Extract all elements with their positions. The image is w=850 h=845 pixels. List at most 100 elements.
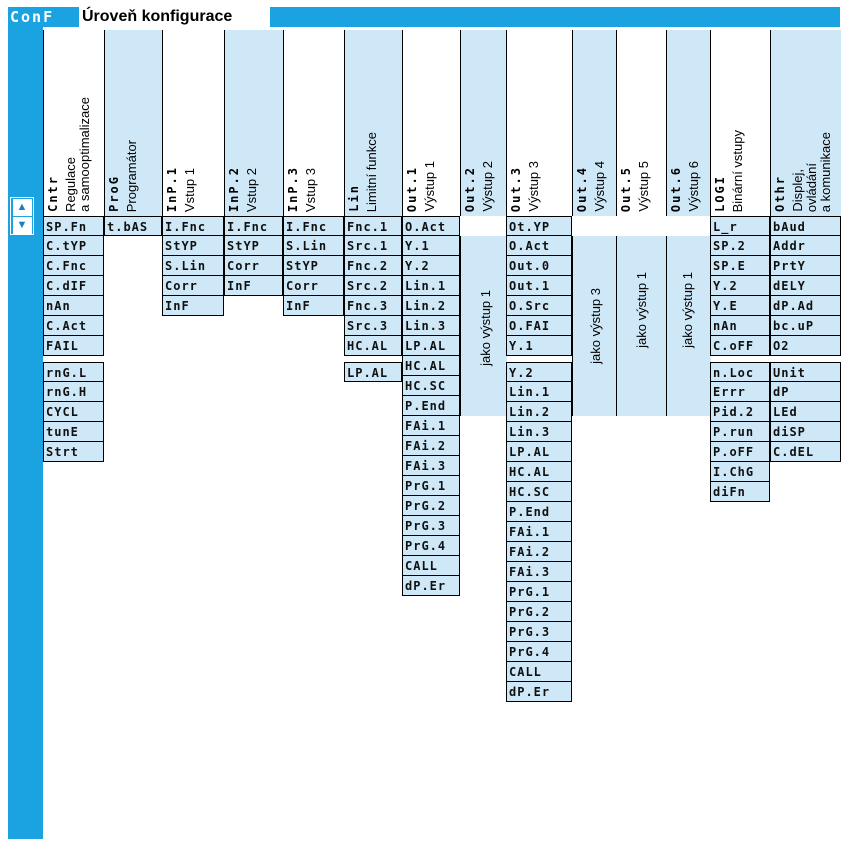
parameter-cell[interactable]: Unit [770, 362, 841, 382]
parameter-cell[interactable]: LEd [770, 402, 841, 422]
parameter-cell[interactable]: HC.SC [506, 482, 572, 502]
parameter-cell[interactable]: Y.2 [402, 256, 460, 276]
parameter-cell[interactable]: FAi.1 [402, 416, 460, 436]
parameter-cell[interactable]: CYCL [43, 402, 104, 422]
parameter-cell[interactable]: Pid.2 [710, 402, 770, 422]
parameter-cell[interactable]: I.Fnc [162, 216, 224, 236]
parameter-cell[interactable]: Out.1 [506, 276, 572, 296]
parameter-cell[interactable]: PrG.1 [402, 476, 460, 496]
parameter-cell[interactable]: nAn [43, 296, 104, 316]
parameter-cell[interactable]: HC.AL [506, 462, 572, 482]
parameter-cell[interactable]: LP.AL [402, 336, 460, 356]
parameter-cell[interactable]: t.bAS [104, 216, 162, 236]
scroll-buttons[interactable]: ▲ ▼ [10, 197, 34, 235]
parameter-cell[interactable]: SP.Fn [43, 216, 104, 236]
parameter-cell[interactable]: InF [283, 296, 344, 316]
parameter-cell[interactable]: Ot.YP [506, 216, 572, 236]
parameter-cell[interactable]: PrG.4 [506, 642, 572, 662]
parameter-cell[interactable]: Y.2 [710, 276, 770, 296]
parameter-cell[interactable]: FAi.3 [402, 456, 460, 476]
parameter-cell[interactable]: rnG.L [43, 362, 104, 382]
parameter-cell[interactable]: S.Lin [283, 236, 344, 256]
arrow-down-icon[interactable]: ▼ [12, 217, 32, 234]
arrow-up-icon[interactable]: ▲ [12, 199, 32, 216]
parameter-cell[interactable]: StYP [162, 236, 224, 256]
parameter-cell[interactable]: PrG.1 [506, 582, 572, 602]
parameter-cell[interactable]: P.run [710, 422, 770, 442]
parameter-cell[interactable]: Lin.3 [506, 422, 572, 442]
parameter-cell[interactable]: P.End [402, 396, 460, 416]
parameter-cell[interactable]: FAi.3 [506, 562, 572, 582]
parameter-cell[interactable]: C.dEL [770, 442, 841, 462]
parameter-cell[interactable]: FAi.2 [402, 436, 460, 456]
parameter-cell[interactable]: InF [224, 276, 283, 296]
parameter-cell[interactable]: SP.E [710, 256, 770, 276]
parameter-cell[interactable]: tunE [43, 422, 104, 442]
parameter-cell[interactable]: PrG.2 [402, 496, 460, 516]
parameter-cell[interactable]: CALL [506, 662, 572, 682]
parameter-cell[interactable]: HC.AL [344, 336, 402, 356]
parameter-cell[interactable]: P.End [506, 502, 572, 522]
parameter-cell[interactable]: Lin.1 [402, 276, 460, 296]
parameter-cell[interactable]: Y.1 [402, 236, 460, 256]
parameter-cell[interactable]: diSP [770, 422, 841, 442]
parameter-cell[interactable]: O.Src [506, 296, 572, 316]
parameter-cell[interactable]: dP.Er [402, 576, 460, 596]
parameter-cell[interactable]: Lin.2 [402, 296, 460, 316]
parameter-cell[interactable]: Addr [770, 236, 841, 256]
parameter-cell[interactable]: SP.2 [710, 236, 770, 256]
parameter-cell[interactable]: Lin.1 [506, 382, 572, 402]
parameter-cell[interactable]: n.Loc [710, 362, 770, 382]
parameter-cell[interactable]: I.Fnc [224, 216, 283, 236]
parameter-cell[interactable]: PrG.3 [402, 516, 460, 536]
parameter-cell[interactable]: dP [770, 382, 841, 402]
parameter-cell[interactable]: diFn [710, 482, 770, 502]
parameter-cell[interactable]: S.Lin [162, 256, 224, 276]
parameter-cell[interactable]: O.Act [506, 236, 572, 256]
parameter-cell[interactable]: L_r [710, 216, 770, 236]
parameter-cell[interactable]: O2 [770, 336, 841, 356]
parameter-cell[interactable]: Corr [283, 276, 344, 296]
parameter-cell[interactable]: Strt [43, 442, 104, 462]
parameter-cell[interactable]: PrG.3 [506, 622, 572, 642]
parameter-cell[interactable]: PrG.4 [402, 536, 460, 556]
parameter-cell[interactable]: Out.0 [506, 256, 572, 276]
parameter-cell[interactable]: I.ChG [710, 462, 770, 482]
parameter-cell[interactable]: PrtY [770, 256, 841, 276]
parameter-cell[interactable]: bAud [770, 216, 841, 236]
parameter-cell[interactable]: PrG.2 [506, 602, 572, 622]
parameter-cell[interactable]: rnG.H [43, 382, 104, 402]
parameter-cell[interactable]: Fnc.2 [344, 256, 402, 276]
parameter-cell[interactable]: dP.Ad [770, 296, 841, 316]
parameter-cell[interactable]: Y.E [710, 296, 770, 316]
parameter-cell[interactable]: StYP [224, 236, 283, 256]
parameter-cell[interactable]: dELY [770, 276, 841, 296]
parameter-cell[interactable]: CALL [402, 556, 460, 576]
parameter-cell[interactable]: Lin.2 [506, 402, 572, 422]
parameter-cell[interactable]: Y.1 [506, 336, 572, 356]
parameter-cell[interactable]: FAi.2 [506, 542, 572, 562]
parameter-cell[interactable]: C.oFF [710, 336, 770, 356]
parameter-cell[interactable]: C.Fnc [43, 256, 104, 276]
parameter-cell[interactable]: LP.AL [344, 362, 402, 382]
parameter-cell[interactable]: C.dIF [43, 276, 104, 296]
parameter-cell[interactable]: Fnc.3 [344, 296, 402, 316]
parameter-cell[interactable]: Y.2 [506, 362, 572, 382]
parameter-cell[interactable]: C.tYP [43, 236, 104, 256]
parameter-cell[interactable]: Src.2 [344, 276, 402, 296]
parameter-cell[interactable]: FAIL [43, 336, 104, 356]
parameter-cell[interactable]: Fnc.1 [344, 216, 402, 236]
parameter-cell[interactable]: O.FAI [506, 316, 572, 336]
parameter-cell[interactable]: nAn [710, 316, 770, 336]
parameter-cell[interactable]: I.Fnc [283, 216, 344, 236]
parameter-cell[interactable]: HC.AL [402, 356, 460, 376]
parameter-cell[interactable]: Src.1 [344, 236, 402, 256]
parameter-cell[interactable]: C.Act [43, 316, 104, 336]
parameter-cell[interactable]: bc.uP [770, 316, 841, 336]
parameter-cell[interactable]: Errr [710, 382, 770, 402]
parameter-cell[interactable]: Src.3 [344, 316, 402, 336]
parameter-cell[interactable]: Corr [162, 276, 224, 296]
parameter-cell[interactable]: Lin.3 [402, 316, 460, 336]
parameter-cell[interactable]: P.oFF [710, 442, 770, 462]
parameter-cell[interactable]: InF [162, 296, 224, 316]
